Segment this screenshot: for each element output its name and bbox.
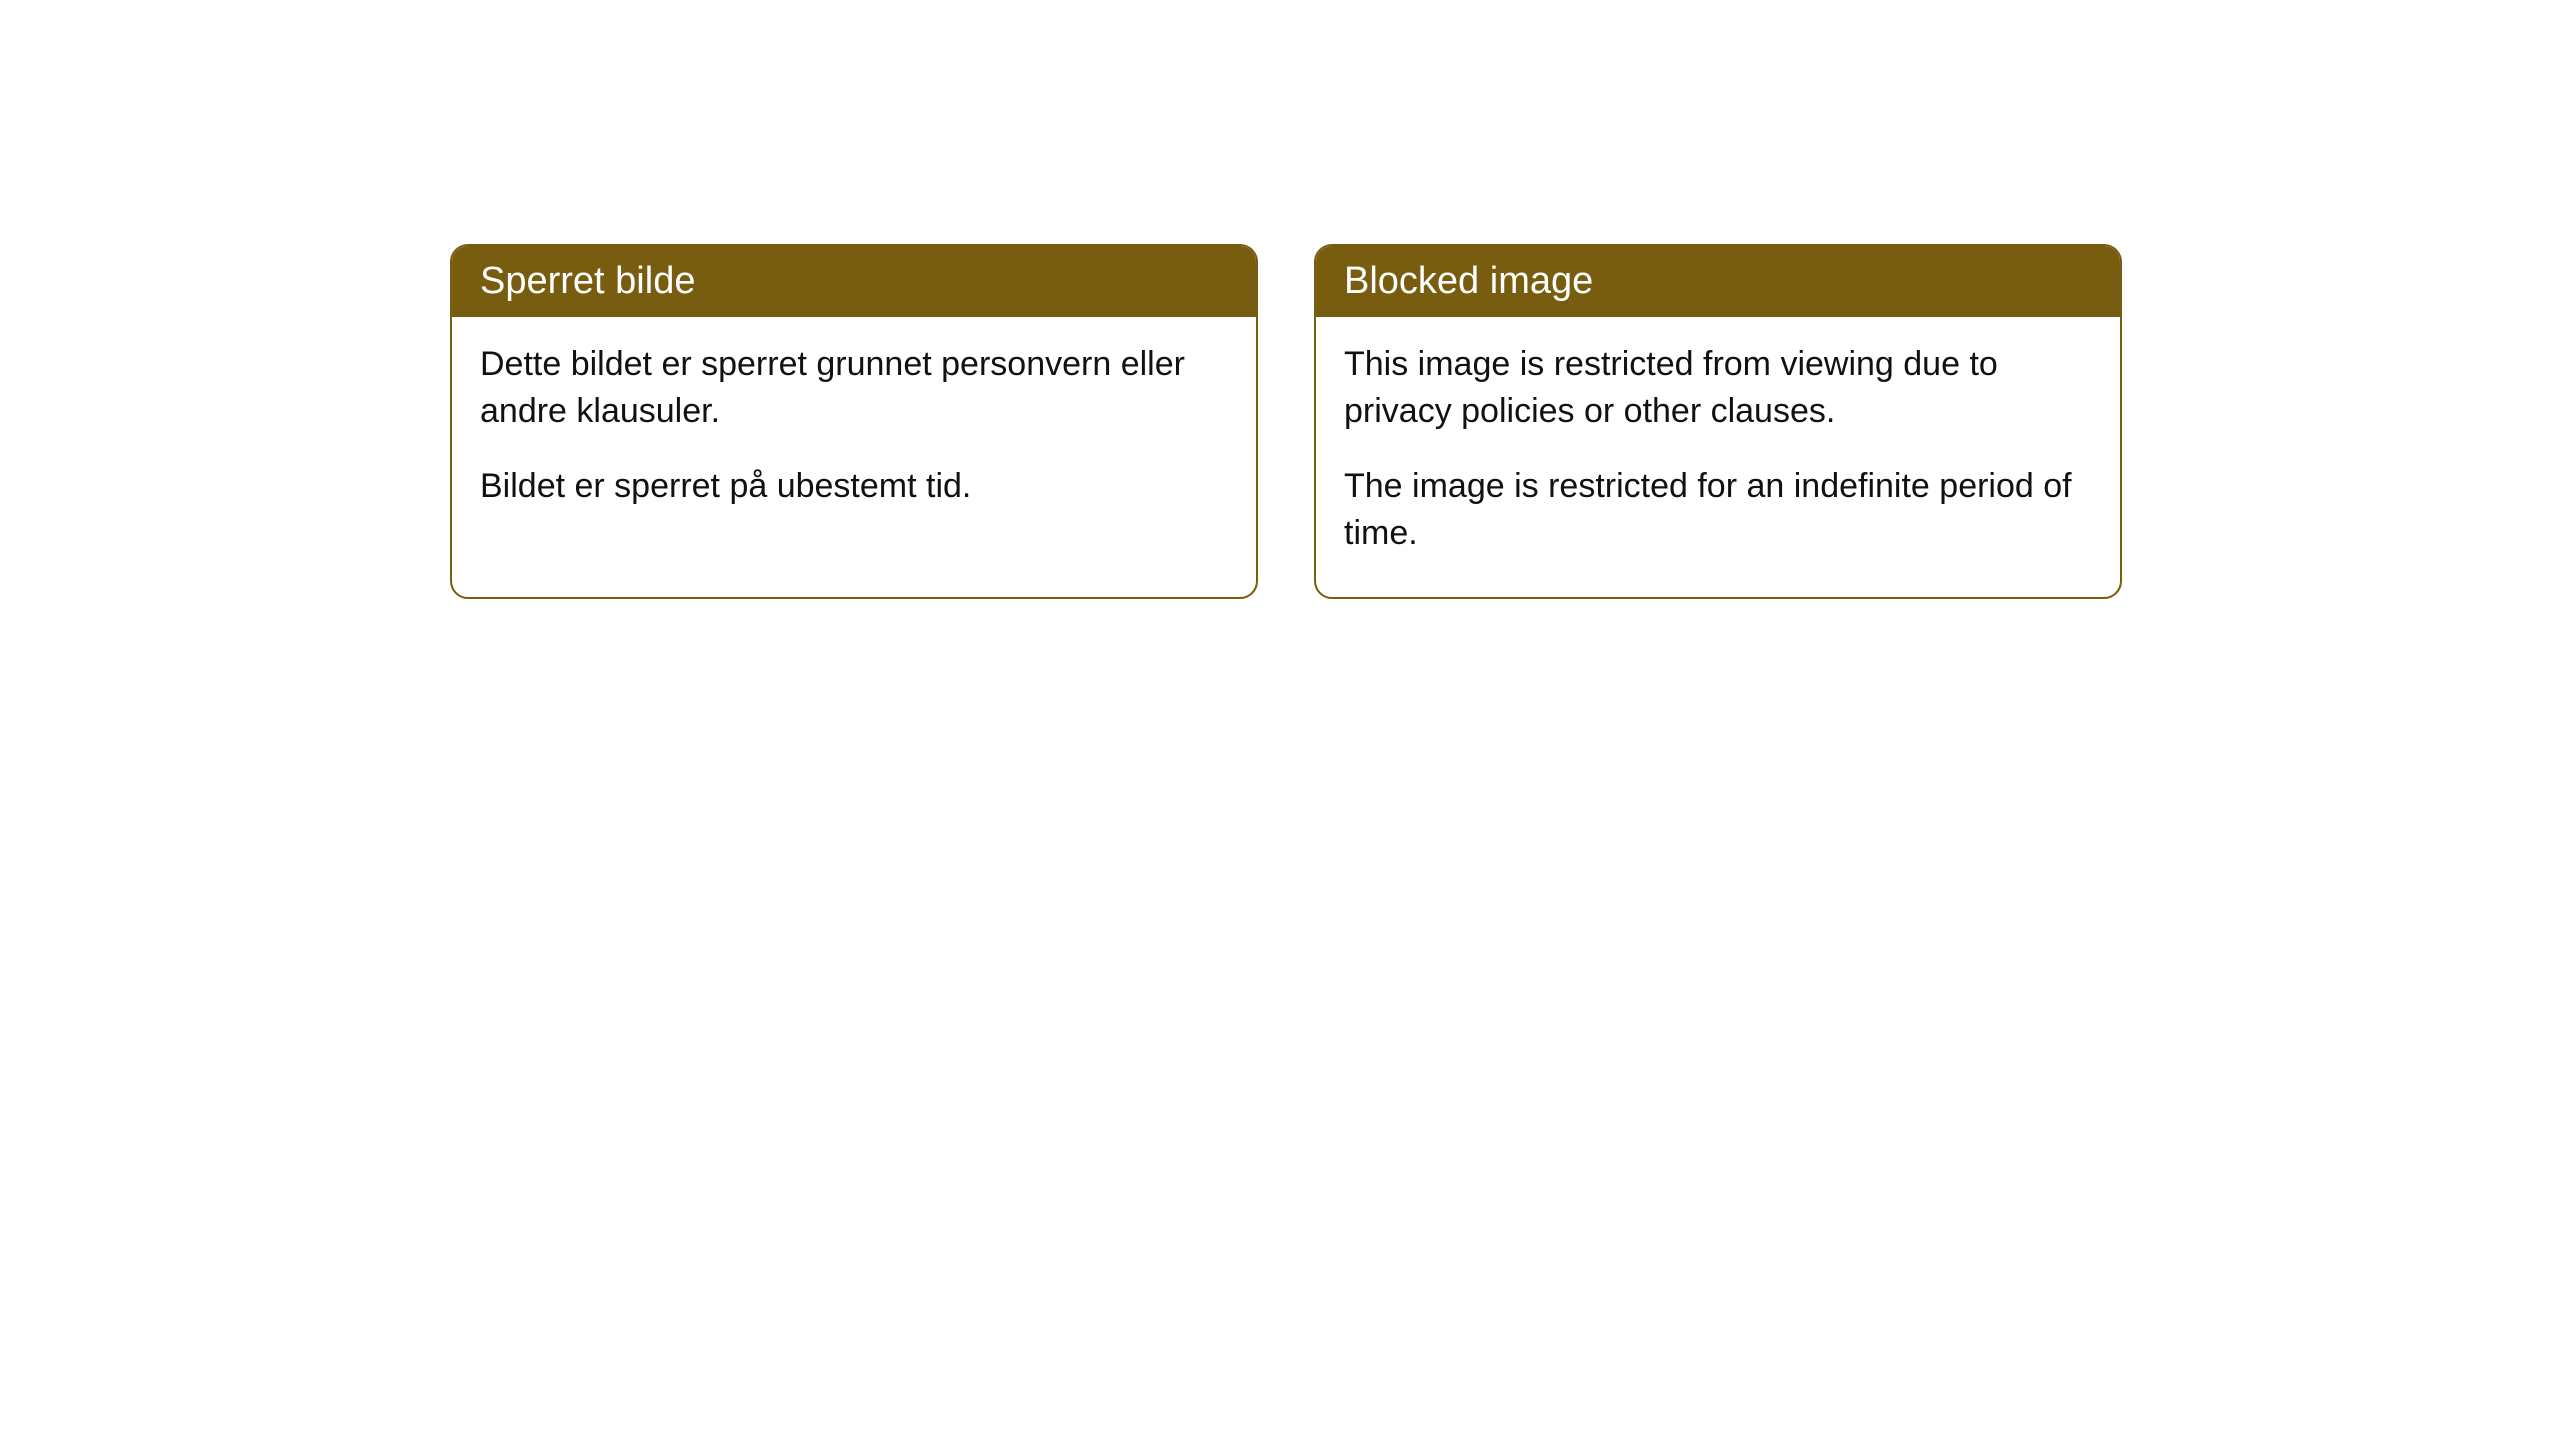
blocked-image-card-no: Sperret bilde Dette bildet er sperret gr… [450,244,1258,599]
card-title-no: Sperret bilde [480,260,695,302]
card-paragraph-en-2: The image is restricted for an indefinit… [1344,463,2092,557]
notice-cards-container: Sperret bilde Dette bildet er sperret gr… [450,244,2122,599]
card-paragraph-no-1: Dette bildet er sperret grunnet personve… [480,341,1228,435]
card-body-en: This image is restricted from viewing du… [1316,317,2120,597]
card-body-no: Dette bildet er sperret grunnet personve… [452,317,1256,550]
card-title-en: Blocked image [1344,260,1593,302]
card-header-no: Sperret bilde [452,246,1256,317]
card-paragraph-no-2: Bildet er sperret på ubestemt tid. [480,463,1228,510]
card-paragraph-en-1: This image is restricted from viewing du… [1344,341,2092,435]
card-header-en: Blocked image [1316,246,2120,317]
blocked-image-card-en: Blocked image This image is restricted f… [1314,244,2122,599]
